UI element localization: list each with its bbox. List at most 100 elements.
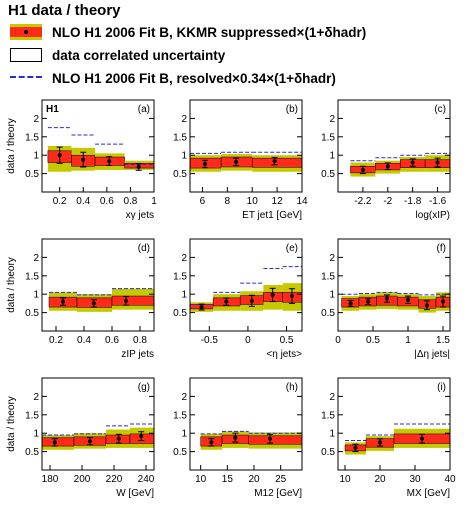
legend-box-label: data correlated uncertainty [52,47,226,63]
y-tick-label: 2 [181,114,187,125]
x-tick-label: 0.2 [53,196,67,207]
dash-swatch [10,76,42,80]
band-inner [248,435,302,445]
data-point [270,292,275,297]
panel-frame [189,99,303,193]
data-point [107,159,112,164]
legend-dash-label: NLO H1 2006 Fit B, resolved×0.34×(1+δhad… [52,70,336,86]
y-tick-label: 1 [33,429,39,440]
x-tick-label: -0.5 [201,335,219,346]
data-point [249,298,254,303]
y-tick-label: 0.5 [173,447,187,458]
x-axis-label: |Δη jets| [414,349,450,360]
y-tick-label: 0.5 [321,169,335,180]
data-point [366,299,371,304]
x-tick-label: -1.8 [404,196,422,207]
x-axis-label: M12 [GeV] [254,488,302,499]
data-point [272,159,277,164]
panel-label: (b) [286,104,298,115]
x-tick-label: 8 [225,196,231,207]
x-tick-label: 180 [42,474,59,485]
data-point [199,305,204,310]
y-tick-label: 1 [33,290,39,301]
panel-frame [337,377,451,471]
panel-label: (i) [437,382,446,393]
y-tick-label: 0.5 [321,447,335,458]
x-tick-label: 0.6 [105,335,119,346]
data-point [385,296,389,301]
band-inner [252,158,302,168]
data-point [124,298,128,303]
y-tick-label: 1.5 [173,132,187,143]
panel-h: 0.5 1 1.5 2 10 15 20 25 (h) M12 [GeV] [173,377,303,499]
x-tick-label: 15 [222,474,234,485]
legend-row-dash: NLO H1 2006 Fit B, resolved×0.34×(1+δhad… [10,68,336,88]
x-tick-label: -2.2 [354,196,372,207]
x-tick-label: 14 [296,196,308,207]
y-tick-label: 1 [329,290,335,301]
panel-frame [337,238,451,332]
x-tick-label: 20 [374,474,386,485]
data-point [360,167,365,172]
data-point [57,153,62,158]
data-point [353,445,358,450]
x-tick-label: 240 [138,474,155,485]
panel-label: (a) [138,104,150,115]
y-tick-label: 2 [33,392,39,403]
x-tick-label: 0.8 [123,196,137,207]
data-point [378,440,382,445]
legend: H1 data / theory NLO H1 2006 Fit B, KKMR… [0,0,474,92]
panel-d: 0.5 1 1.5 2 0.2 0.4 0.6 0.8 (d) zIP jets data / th… [6,238,155,360]
panel-label: (c) [434,104,446,115]
x-axis-label: <η jets> [266,349,302,360]
data-point [441,299,445,304]
y-tick-label: 0.5 [25,169,39,180]
y-tick-label: 1.5 [321,271,335,282]
x-tick-label: 10 [247,196,259,207]
y-tick-label: 2 [329,114,335,125]
x-tick-label: 10 [195,474,207,485]
panel-b: 0.5 1 1.5 2 6 8 10 12 14 (b) ET jet1 [GeV] [173,99,308,221]
data-point [385,164,390,169]
y-tick-label: 1 [181,151,187,162]
y-tick-label: 2 [181,253,187,264]
data-point [348,301,353,306]
legend-row-band: NLO H1 2006 Fit B, KKMR suppressed×(1+δh… [10,22,366,42]
x-tick-label: -1.6 [429,196,447,207]
panel-g: 0.5 1 1.5 2 180 200 220 240 (g) W [GeV] data / the… [6,377,155,499]
y-axis-label: data / theory [6,396,17,452]
y-axis-label: data / theory [6,257,17,313]
x-tick-label: 0.4 [76,196,90,207]
band-swatch [10,24,42,40]
data-point [224,299,229,304]
x-tick-label: 25 [275,474,287,485]
panel-frame [41,99,155,193]
y-tick-label: 1 [33,151,39,162]
data-point [61,299,65,304]
panel-i: 0.5 1 1.5 2 10 20 30 40 (i) MX [GeV] [321,377,456,499]
x-tick-label: 1 [151,196,157,207]
data-point [202,162,207,167]
data-point [406,297,410,302]
data-point [420,436,424,441]
data-point [209,440,214,445]
panel-frame [41,377,155,471]
data-point [233,435,238,440]
y-axis-label: data / theory [6,118,17,174]
y-tick-label: 1.5 [173,410,187,421]
panel-frame [41,238,155,332]
legend-row-box: data correlated uncertainty [10,45,225,65]
box-swatch [10,48,42,62]
x-tick-label: 0.4 [77,335,91,346]
x-tick-label: 0.5 [280,335,294,346]
panel-a: 0.5 1 1.5 2 0.2 0.4 0.6 0.8 1 (a) H1 xγ jets data / … [6,99,157,221]
x-tick-label: 20 [248,474,260,485]
x-tick-label: 10 [339,474,351,485]
panel-e: 0.5 1 1.5 2 -0.5 0 0.5 (e) <η jets> [173,238,303,360]
x-tick-label: 1.5 [436,335,450,346]
band-inner [130,433,154,444]
x-tick-label: 0.5 [366,335,380,346]
y-tick-label: 1.5 [25,271,39,282]
x-axis-label: zIP jets [121,349,154,360]
x-tick-label: -2 [383,196,392,207]
